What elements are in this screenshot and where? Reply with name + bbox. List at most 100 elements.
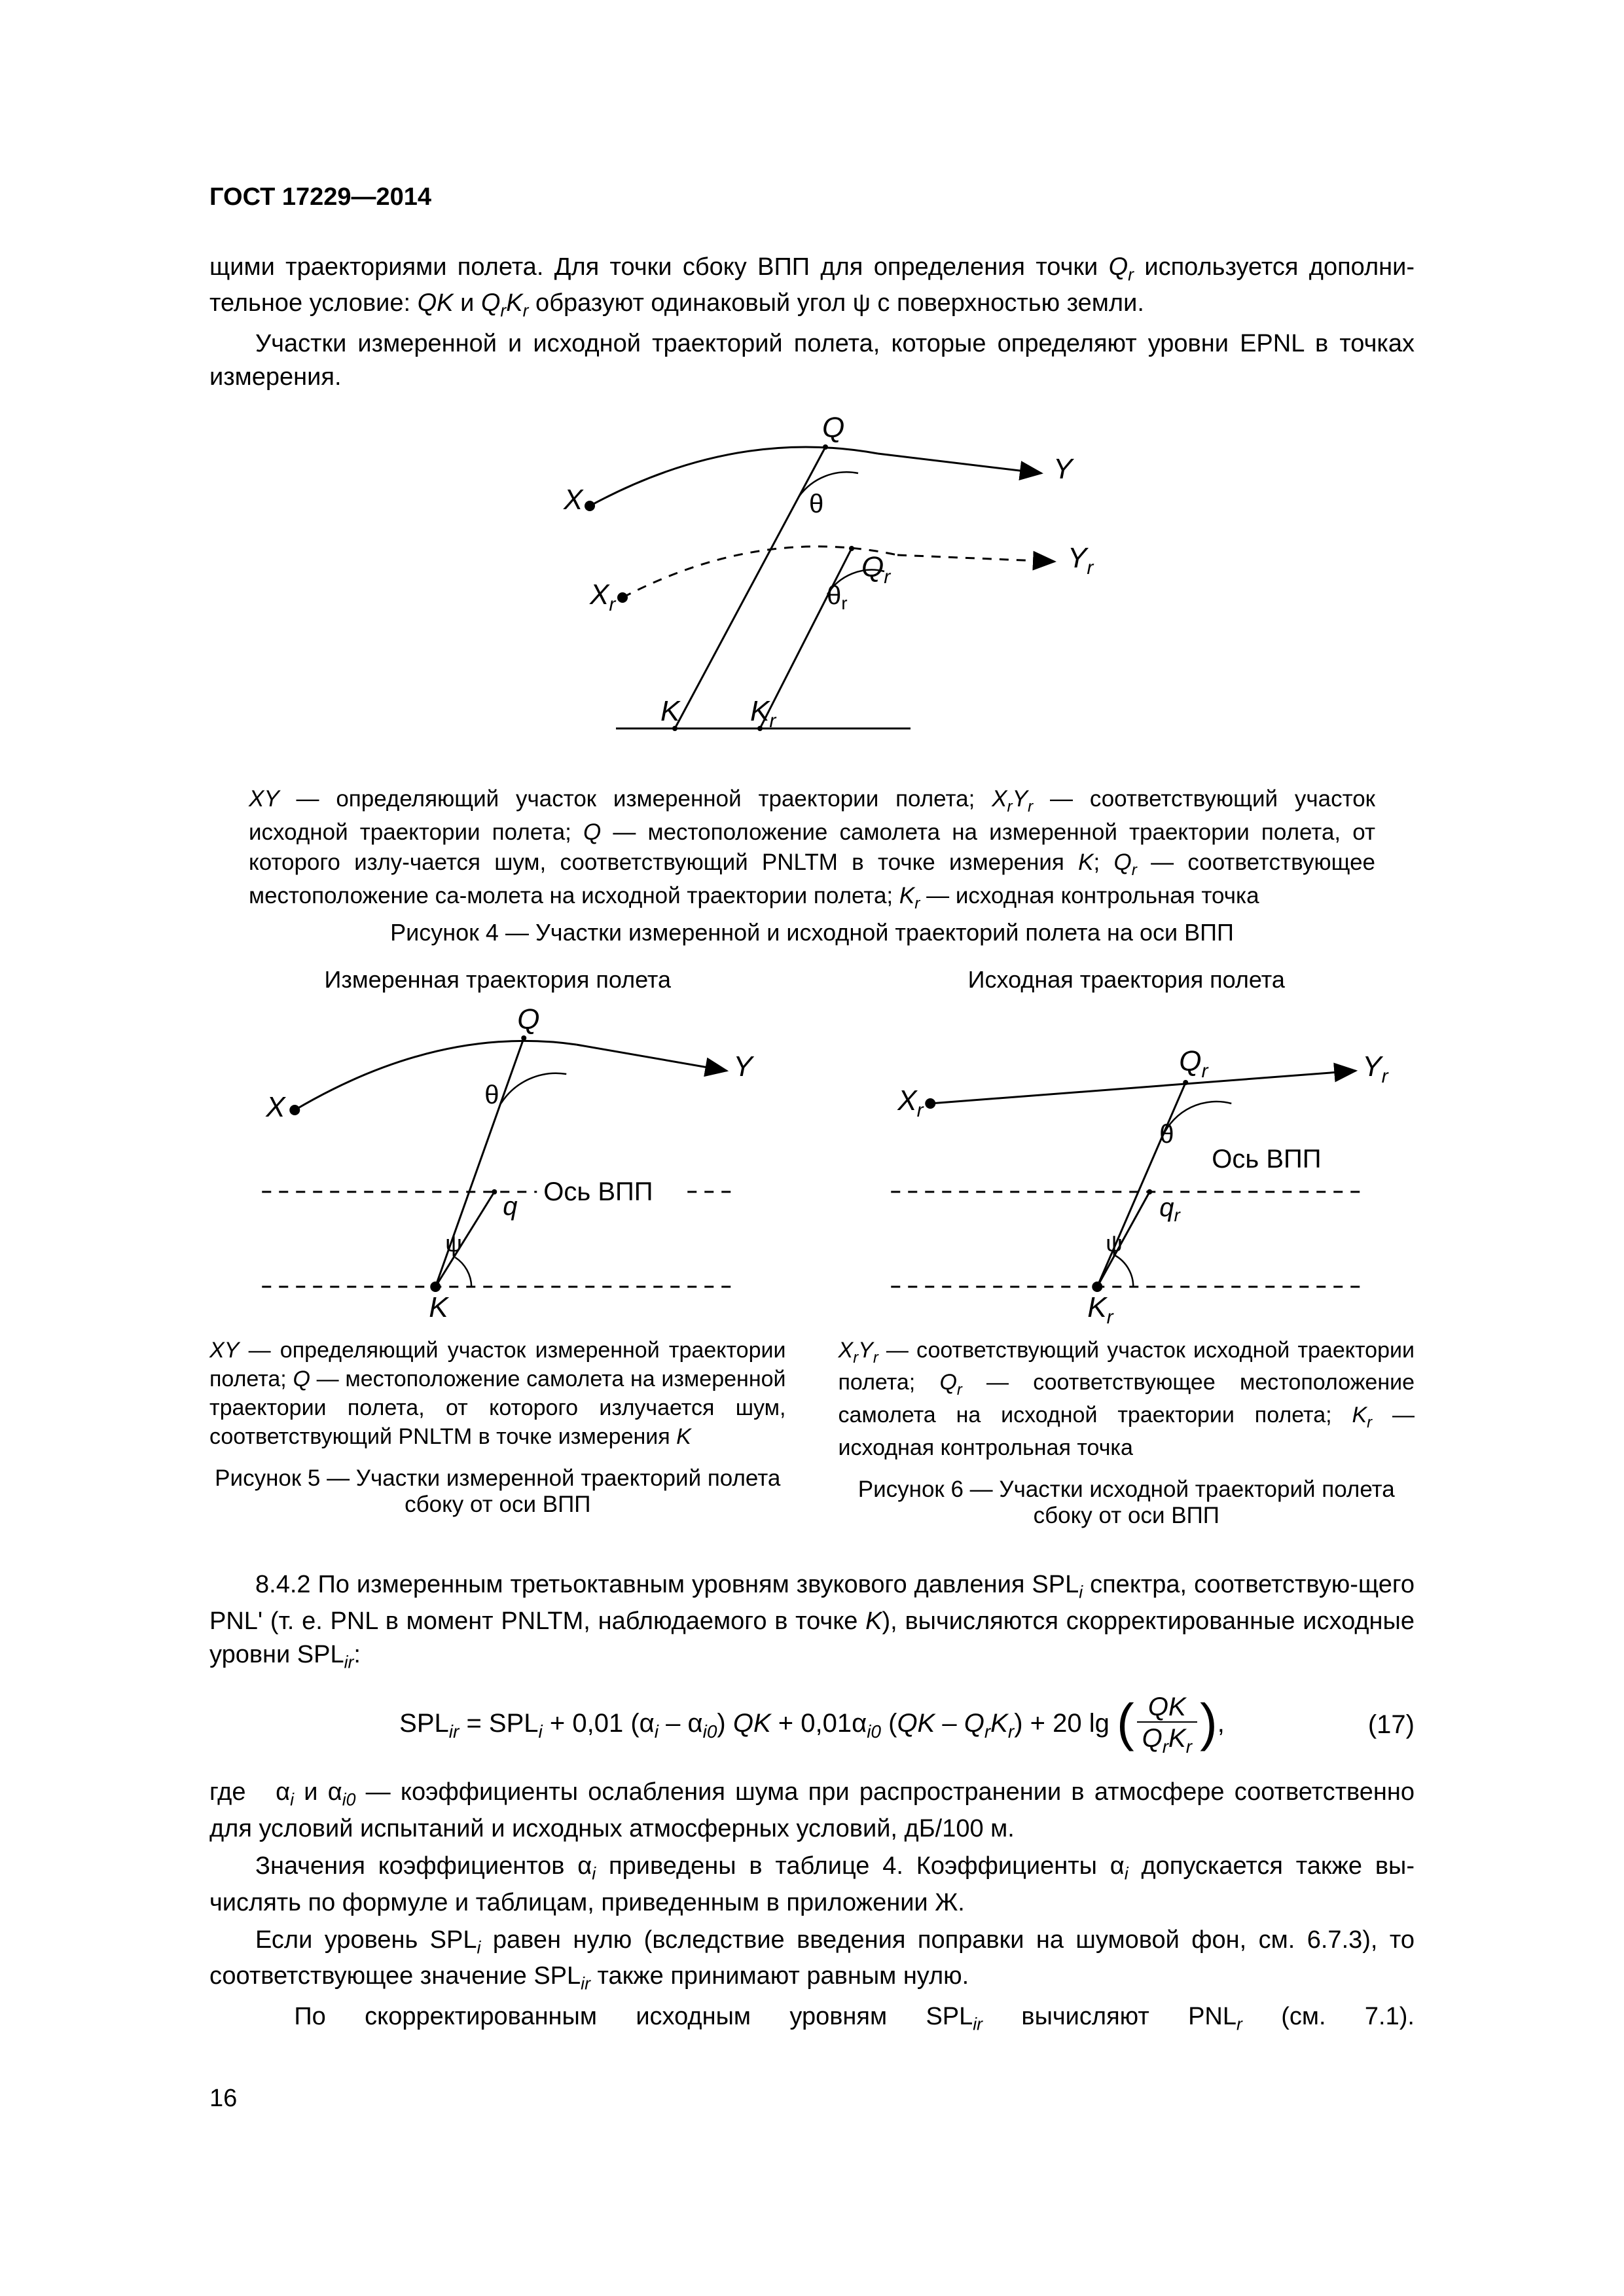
paragraph-where: где αi и αi0 — коэффициенты ослабления ш… <box>209 1776 1415 1846</box>
label-thetar: θr <box>827 581 848 613</box>
equation-17: SPLir = SPLi + 0,01 (αi – αi0) QK + 0,01… <box>209 1694 1415 1756</box>
text: — коэффициенты ослабления шума при распр… <box>209 1778 1415 1842</box>
text: и α <box>294 1778 342 1806</box>
paragraph-zero: Если уровень SPLi равен нулю (вследствие… <box>209 1924 1415 1996</box>
w: SPLir <box>926 2000 983 2036</box>
label-theta: θ <box>1159 1120 1174 1149</box>
label-Kr: Kr <box>1087 1291 1113 1326</box>
var: K <box>676 1424 691 1449</box>
var: Kr <box>899 883 920 908</box>
text: где <box>209 1778 245 1806</box>
figure-4-svg: X Y Q θ Xr Yr Qr θr K Kr <box>452 408 1172 774</box>
label-psi: ψ <box>445 1230 462 1257</box>
label-axis: Ось ВПП <box>1212 1145 1321 1174</box>
label-Y: Y <box>733 1050 754 1083</box>
text: Участки измеренной и исходной траекторий… <box>209 330 1415 391</box>
var: Kr <box>1352 1403 1372 1427</box>
label-K: K <box>660 695 681 727</box>
equation-number: (17) <box>1368 1710 1415 1740</box>
sym: α <box>276 1778 290 1806</box>
w: PNLr <box>1188 2000 1242 2036</box>
sub: ir <box>581 1974 590 1994</box>
figure-6: Исходная траектория полета <box>839 966 1415 1529</box>
text: и <box>454 289 481 317</box>
w: вычисляют <box>1021 2000 1149 2036</box>
var: K <box>865 1607 882 1635</box>
standard-code: ГОСТ 17229—2014 <box>209 183 1415 211</box>
label-X: X <box>563 484 584 516</box>
figure-6-svg: Xr Yr Qr Kr θ ψ qr Ось ВПП <box>839 999 1415 1326</box>
figure-5-svg: X Y Q K θ ψ q Ось ВПП <box>209 999 786 1326</box>
var: XY <box>249 786 280 812</box>
figures-5-6-row: Измеренная траектория полета <box>209 966 1415 1529</box>
label-axis: Ось ВПП <box>543 1177 653 1206</box>
label-Xr: Xr <box>897 1085 924 1121</box>
var: Q <box>583 819 601 845</box>
text: — исходная контрольная точка <box>920 883 1259 908</box>
paragraph-last: По скорректированным исходным уровням SP… <box>209 2000 1415 2036</box>
label-q: q <box>503 1192 517 1221</box>
label-Yr: Yr <box>1362 1050 1388 1087</box>
page: ГОСТ 17229—2014 щими траекториями полета… <box>0 0 1624 2296</box>
label-Q: Q <box>822 412 844 444</box>
figure-5-title: Измеренная траектория полета <box>209 966 786 994</box>
var: Qr <box>1113 850 1136 875</box>
label-psi: ψ <box>1106 1230 1123 1257</box>
figure-6-caption: Рисунок 6 — Участки исходной траекторий … <box>839 1477 1415 1529</box>
label-Yr: Yr <box>1068 542 1094 579</box>
w: 7.1). <box>1365 2000 1415 2036</box>
text: также принимают равным нулю. <box>590 1962 969 1990</box>
label-Qr: Qr <box>1179 1045 1208 1082</box>
text: — определяющий участок измеренной траект… <box>280 786 992 812</box>
var: XrYr <box>839 1338 878 1363</box>
paragraph-2: Участки измеренной и исходной траекторий… <box>209 327 1415 395</box>
label-theta: θ <box>809 490 823 518</box>
label-qr: qr <box>1159 1193 1181 1225</box>
var-QK: QK <box>418 289 454 317</box>
label-Y: Y <box>1053 453 1074 485</box>
paragraph-coeff: Значения коэффициентов αi приведены в та… <box>209 1850 1415 1920</box>
figure-6-title: Исходная траектория полета <box>839 966 1415 994</box>
var: Q <box>293 1367 310 1391</box>
figure-6-desc: XrYr — соответствующий участок исходной … <box>839 1336 1415 1462</box>
label-Kr: Kr <box>750 695 776 732</box>
w: скорректированным <box>365 2000 597 2036</box>
text: ; <box>1093 850 1113 875</box>
figure-4: X Y Q θ Xr Yr Qr θr K Kr <box>209 408 1415 778</box>
figure-4-desc: XY — определяющий участок измеренной тра… <box>249 784 1375 915</box>
var: K <box>1078 850 1093 875</box>
text: Значения коэффициентов α <box>255 1852 592 1880</box>
var: Qr <box>939 1370 962 1395</box>
w: уровням <box>789 2000 887 2036</box>
w: исходным <box>636 2000 751 2036</box>
var-Qr: Qr <box>1109 253 1134 281</box>
label-Qr: Qr <box>861 551 891 588</box>
figure-5: Измеренная траектория полета <box>209 966 786 1529</box>
paragraph-842: 8.4.2 По измеренным третьоктавным уровня… <box>209 1568 1415 1674</box>
fraction: QKQrKr <box>1137 1694 1197 1756</box>
var: XrYr <box>992 786 1033 812</box>
text: : <box>353 1641 361 1668</box>
figure-5-desc: XY — определяющий участок измеренной тра… <box>209 1336 786 1452</box>
equation-body: SPLir = SPLi + 0,01 (αi – αi0) QK + 0,01… <box>399 1694 1225 1756</box>
text: Если уровень SPL <box>255 1926 477 1954</box>
label-Q: Q <box>517 1003 539 1035</box>
sub: i0 <box>342 1790 356 1810</box>
text: щими траекториями полета. Для точки сбок… <box>209 253 1109 281</box>
w: По <box>294 2000 325 2036</box>
figure-5-caption: Рисунок 5 — Участки измеренной траектори… <box>209 1465 786 1518</box>
w: (см. <box>1281 2000 1326 2036</box>
label-theta: θ <box>484 1081 499 1109</box>
var: XY <box>209 1338 239 1363</box>
label-X: X <box>265 1091 286 1123</box>
label-K: K <box>429 1291 449 1323</box>
page-number: 16 <box>209 2085 237 2113</box>
text: приведены в таблице 4. Коэффициенты α <box>596 1852 1125 1880</box>
paragraph-1: щими траекториями полета. Для точки сбок… <box>209 251 1415 323</box>
figure-4-caption: Рисунок 4 — Участки измеренной и исходно… <box>209 919 1415 946</box>
var-QrKr: QrKr <box>481 289 529 317</box>
sub: ir <box>344 1652 354 1672</box>
label-Xr: Xr <box>589 579 616 615</box>
text: образуют одинаковый угол ψ с поверхность… <box>529 289 1144 317</box>
text: 8.4.2 По измеренным третьоктавным уровня… <box>255 1571 1079 1598</box>
